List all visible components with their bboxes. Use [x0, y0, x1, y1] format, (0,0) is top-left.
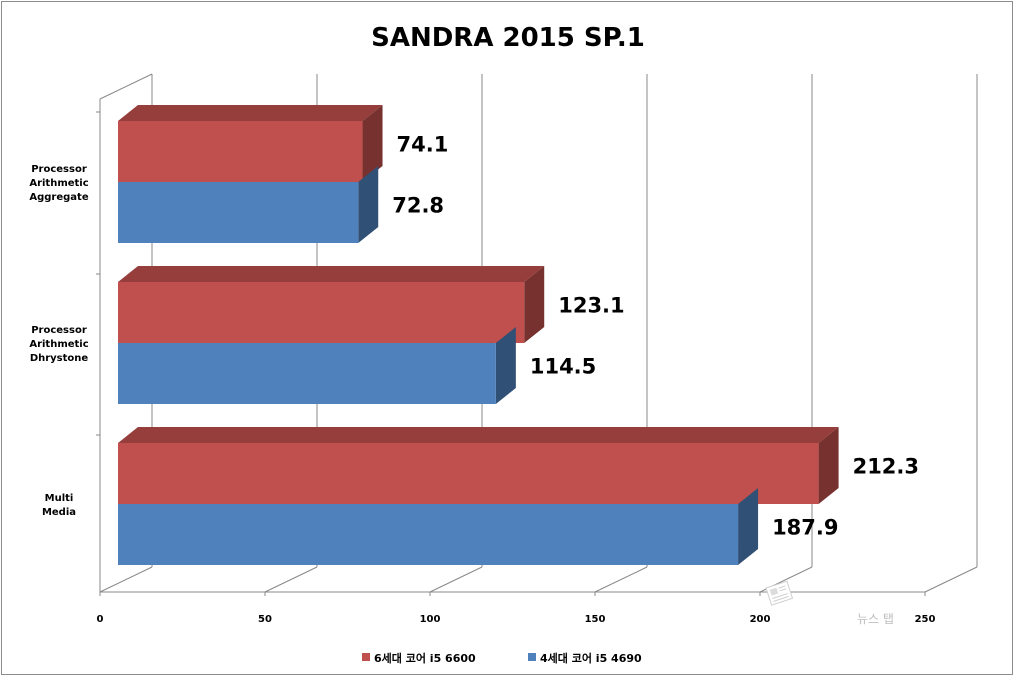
- bar-side-face: [738, 488, 759, 565]
- legend-label-0: 6세대 코어 i5 6600: [374, 651, 476, 665]
- watermark-text: 뉴스 탭: [857, 612, 894, 626]
- bar-1-1: [118, 327, 516, 404]
- bar-1-0: [118, 266, 545, 343]
- data-label-1-0: 123.1: [558, 294, 624, 318]
- chart-title: SANDRA 2015 SP.1: [371, 23, 645, 53]
- newspaper-icon: [765, 580, 794, 606]
- legend-swatch-0: [362, 653, 370, 661]
- x-tick-label-1: 50: [258, 614, 272, 625]
- gridline-floor-3: [594, 566, 648, 593]
- x-tick-label-0: 0: [97, 614, 104, 625]
- bar-front-face: [118, 443, 819, 504]
- bar-front-face: [118, 121, 363, 182]
- bars: [118, 105, 839, 565]
- data-label-0-0: 74.1: [397, 133, 449, 157]
- legend-swatch-1: [528, 653, 536, 661]
- x-tick-label-2: 100: [420, 614, 441, 625]
- gridline-floor-0: [99, 566, 153, 593]
- category-label-0-1: Arithmetic: [29, 178, 88, 189]
- x-tick-label-4: 200: [750, 614, 771, 625]
- bar-top-face: [118, 266, 545, 282]
- data-label-0-1: 72.8: [392, 194, 444, 218]
- category-label-1-0: Processor: [31, 325, 87, 336]
- category-label-0-0: Processor: [31, 164, 87, 175]
- x-tick-label-3: 150: [585, 614, 606, 625]
- data-labels: 74.1 72.8 123.1 114.5 212.3 187.9: [392, 133, 919, 540]
- category-labels: Processor Arithmetic Aggregate Processor Ari…: [29, 164, 89, 518]
- category-label-1-1: Arithmetic: [29, 339, 88, 350]
- bar-front-face: [118, 504, 739, 565]
- bar-side-face: [362, 105, 383, 182]
- bar-2-1: [118, 488, 759, 565]
- bar-side-face: [818, 427, 839, 504]
- data-label-2-1: 187.9: [772, 516, 838, 540]
- category-label-2-0: Multi: [45, 493, 74, 504]
- category-label-2-1: Media: [42, 507, 76, 518]
- x-axis-ticks: 0 50 100 150 200 250: [97, 614, 936, 625]
- bar-front-face: [118, 182, 359, 243]
- gridline-floor-5: [924, 566, 978, 593]
- bar-top-face: [118, 105, 383, 121]
- bar-top-face: [118, 427, 839, 443]
- bar-side-face: [358, 166, 379, 243]
- data-label-1-1: 114.5: [530, 355, 596, 379]
- bar-front-face: [118, 282, 525, 343]
- x-tick-label-5: 250: [915, 614, 936, 625]
- watermark: 뉴스 탭: [765, 580, 894, 626]
- gridline-floor-2: [429, 566, 483, 593]
- gridline-floor-1: [264, 566, 318, 593]
- data-label-2-0: 212.3: [853, 455, 919, 479]
- legend: 6세대 코어 i5 6600 4세대 코어 i5 4690: [362, 651, 642, 665]
- legend-label-1: 4세대 코어 i5 4690: [540, 651, 642, 665]
- bar-0-0: [118, 105, 383, 182]
- legend-item-0: 6세대 코어 i5 6600: [362, 651, 476, 665]
- bar-front-face: [118, 343, 496, 404]
- bar-side-face: [495, 327, 516, 404]
- side-wall-top-edge: [99, 73, 153, 100]
- legend-item-1: 4세대 코어 i5 4690: [528, 651, 642, 665]
- category-label-0-2: Aggregate: [29, 192, 88, 203]
- bar-side-face: [524, 266, 545, 343]
- category-label-1-2: Dhrystone: [30, 353, 89, 364]
- bar-0-1: [118, 166, 379, 243]
- bar-2-0: [118, 427, 839, 504]
